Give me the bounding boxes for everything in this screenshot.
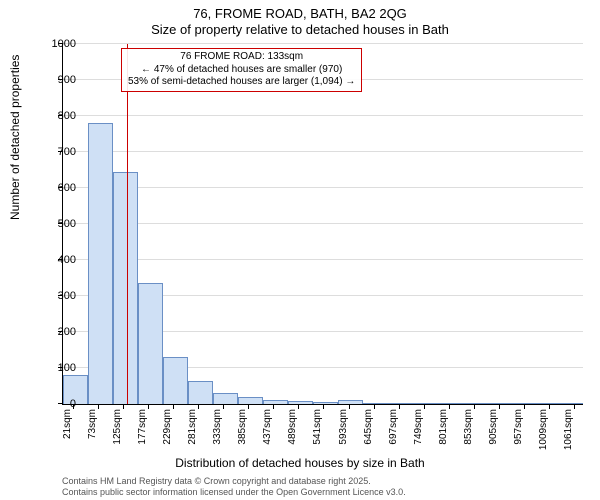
xtick-mark [98,404,99,409]
histogram-bar [88,123,113,404]
xtick-label: 385sqm [237,409,248,445]
histogram-bar [113,172,138,404]
xtick-label: 229sqm [162,409,173,445]
marker-line [127,44,128,404]
xtick-mark [123,404,124,409]
xtick-label: 1009sqm [538,409,549,450]
xtick-label: 281sqm [187,409,198,445]
xtick-mark [298,404,299,409]
annotation-line: 53% of semi-detached houses are larger (… [128,76,355,89]
xtick-label: 21sqm [62,409,73,439]
ytick-label: 0 [36,398,76,410]
xtick-mark [248,404,249,409]
ytick-label: 300 [36,290,76,302]
xtick-mark [173,404,174,409]
plot-area: 21sqm73sqm125sqm177sqm229sqm281sqm333sqm… [62,44,583,405]
y-axis-label: Number of detached properties [8,55,22,220]
ytick-label: 400 [36,254,76,266]
xtick-label: 957sqm [513,409,524,445]
xtick-label: 801sqm [438,409,449,445]
histogram-bar [163,357,188,404]
histogram-bar [263,400,288,404]
xtick-mark [273,404,274,409]
xtick-label: 177sqm [137,409,148,445]
xtick-label: 541sqm [312,409,323,445]
xtick-label: 1061sqm [563,409,574,450]
annotation-line: ← 47% of detached houses are smaller (97… [128,64,355,77]
xtick-mark [323,404,324,409]
xtick-label: 853sqm [463,409,474,445]
xtick-label: 73sqm [87,409,98,439]
footer-line-1: Contains HM Land Registry data © Crown c… [62,476,406,487]
histogram-bar [138,283,163,404]
histogram-bar [439,403,464,404]
ytick-label: 200 [36,326,76,338]
histogram-bar [363,403,388,404]
footer-line-2: Contains public sector information licen… [62,487,406,498]
xtick-label: 125sqm [112,409,123,445]
histogram-bar [388,403,413,404]
histogram-bar [288,401,313,404]
ytick-label: 500 [36,218,76,230]
ytick-label: 800 [36,110,76,122]
grid-line [63,43,583,44]
grid-line [63,223,583,224]
xtick-label: 749sqm [413,409,424,445]
ytick-label: 100 [36,362,76,374]
grid-line [63,259,583,260]
xtick-mark [148,404,149,409]
chart-title: 76, FROME ROAD, BATH, BA2 2QG [0,6,600,21]
chart-subtitle: Size of property relative to detached ho… [0,22,600,37]
ytick-label: 700 [36,146,76,158]
xtick-label: 697sqm [388,409,399,445]
xtick-label: 593sqm [338,409,349,445]
xtick-label: 645sqm [363,409,374,445]
histogram-bar [464,403,489,404]
xtick-label: 437sqm [262,409,273,445]
grid-line [63,187,583,188]
xtick-label: 489sqm [287,409,298,445]
histogram-bar [414,403,439,404]
ytick-label: 1000 [36,38,76,50]
grid-line [63,151,583,152]
histogram-bar [313,402,338,404]
ytick-label: 900 [36,74,76,86]
grid-line [63,115,583,116]
histogram-bar [188,381,213,404]
histogram-bar [514,403,539,404]
xtick-label: 333sqm [212,409,223,445]
histogram-bar [539,403,564,404]
histogram-bar [489,403,514,404]
x-axis-label: Distribution of detached houses by size … [0,456,600,470]
annotation-line: 76 FROME ROAD: 133sqm [128,51,355,64]
footer-attribution: Contains HM Land Registry data © Crown c… [62,476,406,498]
xtick-label: 905sqm [488,409,499,445]
histogram-bar [238,397,263,404]
xtick-mark [223,404,224,409]
xtick-mark [198,404,199,409]
ytick-label: 600 [36,182,76,194]
annotation-box: 76 FROME ROAD: 133sqm← 47% of detached h… [121,48,362,92]
histogram-bar [213,393,238,404]
histogram-bar [338,400,363,404]
